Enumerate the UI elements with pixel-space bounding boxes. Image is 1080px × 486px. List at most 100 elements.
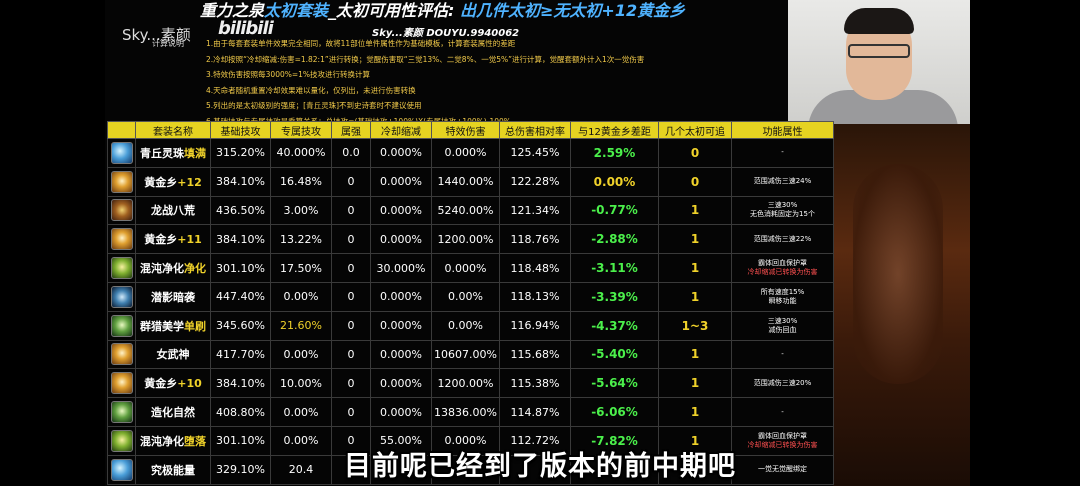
function-attr-cell: 三速30% 无色消耗固定为15个 [731,195,834,226]
table-row: 群猎美学单刷 345.60% 21.60% 0 0.000% 0.00% 116.94% -4… [107,310,834,341]
attr-line: - [781,148,784,157]
attr-line: 范围减伤三速20% [753,378,812,387]
total-damage-cell: 116.94% [499,310,571,341]
total-damage-cell: 112.72% [499,425,571,456]
set-name-suffix: +10 [177,377,202,391]
table-row: 混沌净化净化 301.10% 17.50% 0 30.000% 0.000% 118.48%… [107,253,834,283]
set-name-cell: 究极能量 [135,454,211,485]
table-header-row: 套装名称 基础技攻 专属技攻 属强 冷却缩减 特效伤害 总伤害相对率 与12黄金… [107,121,834,139]
count-cell: 1 [658,368,732,399]
exclusive-skill-cell: 13.22% [270,224,332,255]
special-damage-cell: 10607.00% [431,339,500,370]
function-attr-cell: 一觉无觉醒绑定 [731,454,834,485]
total-damage-cell: 114.87% [499,397,571,427]
total-damage-cell: 118.48% [499,253,571,283]
count-cell: 1 [658,281,732,312]
cooldown-cell: 0.000% [370,281,432,312]
title-part-2: 太初套装 [264,1,329,20]
special-damage-cell: 0.000% [431,138,500,168]
set-icon [110,458,133,481]
set-name-suffix: 填满 [184,146,206,160]
element-cell [331,454,371,485]
set-name: 黄金乡 [144,175,178,189]
cooldown-cell: 0.000% [370,339,432,370]
function-attr-cell: - [731,339,834,370]
special-damage-cell [431,454,500,485]
note-line: 5.列出的是太初级别的强度；[青丘灵珠]不到史诗套时不建议使用 [206,101,422,110]
base-skill-cell: 329.10% [210,454,271,485]
special-damage-cell: 5240.00% [431,195,500,226]
cooldown-cell: 55.00% [370,425,432,456]
streamer-hair [844,8,914,34]
exclusive-skill-cell: 40.000% [270,138,332,168]
attr-line: 瞬移功能 [768,296,797,305]
cooldown-cell: 0.000% [370,397,432,427]
attr-line: 一觉无觉醒绑定 [758,465,807,474]
base-skill-cell: 301.10% [210,253,271,283]
special-damage-cell: 0.00% [431,281,500,312]
table-row: 青丘灵珠填满 315.20% 40.000% 0.0 0.000% 0.000% 125.4… [107,138,834,168]
set-name: 黄金乡 [144,377,178,391]
set-icon-cell [107,281,136,312]
set-icon-cell [107,138,136,168]
element-cell: 0 [331,339,371,370]
column-header: 冷却缩减 [370,121,432,139]
gap-cell: -0.77% [570,195,659,226]
note-line: 1.由于每套套装单件效果完全相同，故将11部位单件属性作为基础模板，计算套装属性… [206,39,516,48]
set-comparison-table: 套装名称 基础技攻 专属技攻 属强 冷却缩减 特效伤害 总伤害相对率 与12黄金… [107,121,834,485]
set-icon-cell [107,253,136,283]
exclusive-skill-cell: 17.50% [270,253,332,283]
set-icon [110,170,133,193]
gap-cell [570,454,659,485]
set-icon [110,228,133,251]
total-damage-cell: 115.38% [499,368,571,399]
total-damage-cell: 115.68% [499,339,571,370]
base-skill-cell: 447.40% [210,281,271,312]
column-header: 总伤害相对率 [499,121,571,139]
count-cell: 1 [658,397,732,427]
set-name-suffix: 净化 [184,262,206,276]
set-name: 女武神 [156,348,190,362]
set-icon-cell [107,166,136,197]
attr-line: 减伤回血 [768,325,797,334]
gap-cell: -5.40% [570,339,659,370]
gap-cell: -4.37% [570,310,659,341]
base-skill-cell: 436.50% [210,195,271,226]
exclusive-skill-cell: 20.4 [270,454,332,485]
attr-line: - [781,349,784,358]
count-cell: 1 [658,253,732,283]
set-name-cell: 龙战八荒 [135,195,211,226]
function-attr-cell: 霸体回血保护罩 冷却缩减已转换为伤害 [731,253,834,283]
count-cell: 1~3 [658,310,732,341]
set-icon-cell [107,397,136,427]
table-row: 黄金乡+10 384.10% 10.00% 0 0.000% 1200.00% 115.38… [107,368,834,399]
count-cell: 1 [658,195,732,226]
table-row: 造化自然 408.80% 0.00% 0 0.000% 13836.00% 114.87% -… [107,397,834,427]
column-header: 功能属性 [731,121,834,139]
title-part-3: _太初可用性评估: [328,1,461,20]
element-cell: 0 [331,281,371,312]
gap-cell: 2.59% [570,138,659,168]
element-cell: 0 [331,397,371,427]
set-name: 究极能量 [151,463,195,477]
element-cell: 0 [331,224,371,255]
element-cell: 0 [331,166,371,197]
set-icon-cell [107,368,136,399]
table-row: 混沌净化堕落 301.10% 0.00% 0 55.00% 0.000% 112.72% -7… [107,425,834,456]
exclusive-skill-cell: 16.48% [270,166,332,197]
set-name-cell: 混沌净化净化 [135,253,211,283]
table-row: 黄金乡+12 384.10% 16.48% 0 0.000% 1440.00% 122.28… [107,166,834,197]
count-cell: 1 [658,425,732,456]
set-icon [110,257,133,280]
note-line: 3.特效伤害按照每3000%=1%技攻进行转换计算 [206,70,371,79]
base-skill-cell: 345.60% [210,310,271,341]
cooldown-cell: 0.000% [370,138,432,168]
exclusive-skill-cell: 3.00% [270,195,332,226]
element-cell: 0 [331,368,371,399]
attr-line: 三速30% [767,201,798,210]
table-row: 究极能量 329.10% 20.4 一觉无觉醒绑定 [107,454,834,485]
column-header: 与12黄金乡差距 [570,121,659,139]
set-name-suffix: 单刷 [184,319,206,333]
special-damage-cell: 1200.00% [431,368,500,399]
set-name: 龙战八荒 [151,204,195,218]
